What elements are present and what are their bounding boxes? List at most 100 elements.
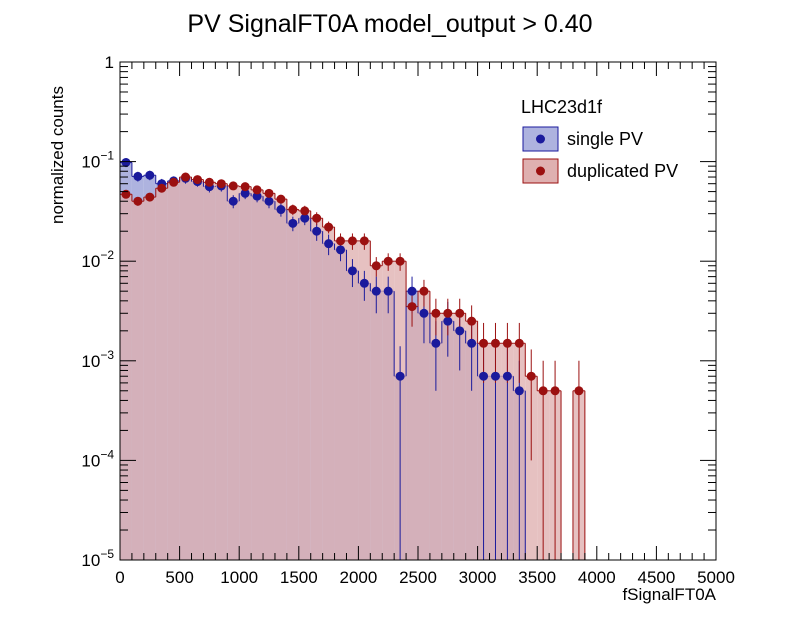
bar-duplicated-pv xyxy=(358,240,371,561)
bar-duplicated-pv xyxy=(286,209,299,560)
bar-duplicated-pv xyxy=(346,240,359,561)
x-tick-label: 5000 xyxy=(697,568,735,587)
x-tick-labels: 0 500 1000 1500 2000 2500 3000 3500 4000 4500 5000 xyxy=(115,568,735,587)
chart-title: PV SignalFT0A model_output > 0.40 xyxy=(187,10,592,38)
bar-duplicated-pv xyxy=(334,240,347,561)
data-point-duplicated-pv xyxy=(181,172,191,182)
y-tick-labels: 1 10−1 10−2 10−3 10−4 10−5 xyxy=(81,53,114,570)
bar-duplicated-pv xyxy=(465,321,478,560)
data-point-duplicated-pv xyxy=(550,386,560,396)
data-point-single-pv xyxy=(276,205,286,215)
legend-label-duplicated-pv: duplicated PV xyxy=(567,161,678,181)
x-tick-label: 4500 xyxy=(637,568,675,587)
bar-duplicated-pv xyxy=(179,177,192,560)
data-point-duplicated-pv xyxy=(395,256,405,266)
bar-duplicated-pv xyxy=(191,179,204,560)
data-point-single-pv xyxy=(312,226,322,236)
y-tick-label: 10−4 xyxy=(81,447,114,470)
bar-duplicated-pv xyxy=(239,186,252,560)
bar-duplicated-pv xyxy=(120,194,132,561)
y-axis-label: normalized counts xyxy=(48,86,67,224)
bar-duplicated-pv xyxy=(310,218,323,560)
y-tick-label: 10−5 xyxy=(81,547,114,570)
data-point-duplicated-pv xyxy=(526,371,536,381)
bar-duplicated-pv xyxy=(167,182,180,561)
data-point-duplicated-pv xyxy=(383,256,393,266)
data-point-duplicated-pv xyxy=(407,302,417,312)
data-point-single-pv xyxy=(300,213,310,223)
data-point-single-pv xyxy=(336,245,346,255)
bar-duplicated-pv xyxy=(382,261,395,560)
x-tick-label: 0 xyxy=(115,568,124,587)
data-point-single-pv xyxy=(395,371,405,381)
data-point-single-pv xyxy=(347,266,357,276)
data-point-duplicated-pv xyxy=(288,205,298,215)
data-point-single-pv xyxy=(455,326,465,336)
data-point-single-pv xyxy=(479,371,489,381)
data-point-single-pv xyxy=(407,286,417,296)
data-point-duplicated-pv xyxy=(204,177,214,187)
data-point-single-pv xyxy=(419,308,429,318)
x-axis-label: fSignalFT0A xyxy=(622,585,716,604)
data-point-duplicated-pv xyxy=(479,338,489,348)
data-point-single-pv xyxy=(145,170,155,180)
data-point-single-pv xyxy=(121,157,131,167)
x-tick-label: 4000 xyxy=(578,568,616,587)
y-tick-label: 10−1 xyxy=(81,149,114,172)
data-point-single-pv xyxy=(371,286,381,296)
data-point-duplicated-pv xyxy=(145,192,155,202)
data-point-single-pv xyxy=(490,371,500,381)
bar-duplicated-pv xyxy=(131,201,144,561)
axis-ticks xyxy=(119,61,717,561)
data-point-duplicated-pv xyxy=(252,185,262,195)
data-point-duplicated-pv xyxy=(455,308,465,318)
data-point-single-pv xyxy=(502,371,512,381)
data-point-duplicated-pv xyxy=(490,338,500,348)
data-point-duplicated-pv xyxy=(324,222,334,232)
data-point-single-pv xyxy=(431,338,441,348)
bar-duplicated-pv xyxy=(322,227,335,560)
data-point-duplicated-pv xyxy=(359,236,369,246)
bar-duplicated-pv xyxy=(406,306,418,560)
bar-duplicated-pv xyxy=(429,313,442,560)
y-tick-label: 1 xyxy=(105,53,114,72)
data-point-single-pv xyxy=(288,218,298,228)
data-point-duplicated-pv xyxy=(192,175,202,185)
data-point-duplicated-pv xyxy=(228,181,238,191)
data-point-duplicated-pv xyxy=(502,338,512,348)
x-tick-label: 500 xyxy=(165,568,193,587)
bar-duplicated-pv xyxy=(215,183,228,560)
data-point-duplicated-pv xyxy=(240,182,250,192)
bar-duplicated-pv xyxy=(251,189,264,561)
y-tick-label: 10−3 xyxy=(81,348,114,371)
x-tick-label: 3000 xyxy=(459,568,497,587)
data-point-duplicated-pv xyxy=(264,188,274,198)
bar-duplicated-pv xyxy=(370,265,383,560)
data-point-duplicated-pv xyxy=(336,236,346,246)
data-point-duplicated-pv xyxy=(347,236,357,246)
legend-header: LHC23d1f xyxy=(521,97,603,117)
x-tick-label: 2500 xyxy=(399,568,437,587)
x-tick-label: 1000 xyxy=(220,568,258,587)
y-tick-label: 10−2 xyxy=(81,248,114,271)
data-point-duplicated-pv xyxy=(312,213,322,223)
data-point-single-pv xyxy=(324,239,334,249)
legend-swatch-duplicated-pv xyxy=(522,158,559,184)
data-point-single-pv xyxy=(467,338,477,348)
bar-duplicated-pv xyxy=(143,197,156,560)
data-point-duplicated-pv xyxy=(133,196,143,206)
data-point-duplicated-pv xyxy=(431,308,441,318)
x-tick-label: 2000 xyxy=(339,568,377,587)
data-point-single-pv xyxy=(264,196,274,206)
data-point-duplicated-pv xyxy=(419,286,429,296)
data-point-single-pv xyxy=(383,286,393,296)
bar-duplicated-pv xyxy=(453,313,466,560)
bar-duplicated-pv xyxy=(263,193,275,560)
data-point-duplicated-pv xyxy=(169,177,179,187)
legend-marker-single-pv xyxy=(536,134,545,144)
data-point-single-pv xyxy=(514,386,524,396)
data-point-single-pv xyxy=(252,191,262,201)
data-point-single-pv xyxy=(359,278,369,288)
